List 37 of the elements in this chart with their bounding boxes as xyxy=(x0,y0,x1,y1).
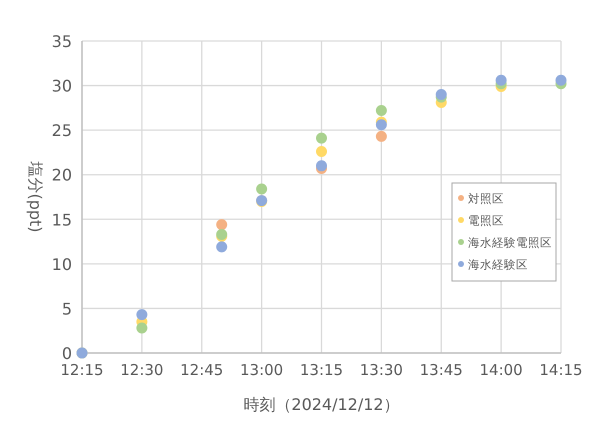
point xyxy=(216,219,228,230)
point xyxy=(256,183,268,194)
point xyxy=(436,88,447,100)
y-tick-label: 25 xyxy=(52,121,72,140)
x-axis-title: 時刻（2024/12/12） xyxy=(243,395,400,414)
x-tick-label: 12:15 xyxy=(60,361,104,379)
legend-label: 海水経験区 xyxy=(468,258,528,272)
y-tick-label: 5 xyxy=(62,299,72,318)
x-tick-label: 14:15 xyxy=(539,361,583,379)
point xyxy=(136,309,148,320)
y-tick-label: 15 xyxy=(52,210,72,230)
x-tick-label: 13:30 xyxy=(360,361,403,379)
point xyxy=(316,146,327,158)
legend-label: 電照区 xyxy=(468,214,504,228)
point xyxy=(316,160,327,172)
y-tick-label: 35 xyxy=(52,32,72,51)
point xyxy=(136,322,148,334)
x-tick-label: 12:45 xyxy=(180,361,224,379)
point xyxy=(316,132,327,144)
y-tick-label: 30 xyxy=(52,76,72,96)
point xyxy=(376,105,387,116)
x-tick-label: 12:30 xyxy=(120,361,164,379)
point xyxy=(216,241,228,252)
point xyxy=(376,119,387,130)
point xyxy=(376,130,387,142)
y-tick-label: 0 xyxy=(62,344,72,363)
y-tick-label: 20 xyxy=(52,166,72,185)
point xyxy=(556,74,566,86)
legend-label: 対照区 xyxy=(468,192,504,206)
legend-label: 海水経験電照区 xyxy=(468,236,552,250)
x-tick-label: 13:45 xyxy=(420,361,463,379)
point xyxy=(496,74,507,86)
y-tick-label: 10 xyxy=(52,254,72,274)
y-axis-title: 塩分(ppt) xyxy=(26,160,45,233)
x-tick-label: 13:15 xyxy=(300,361,344,379)
x-tick-label: 14:00 xyxy=(480,361,523,379)
x-tick-label: 13:00 xyxy=(240,361,284,379)
